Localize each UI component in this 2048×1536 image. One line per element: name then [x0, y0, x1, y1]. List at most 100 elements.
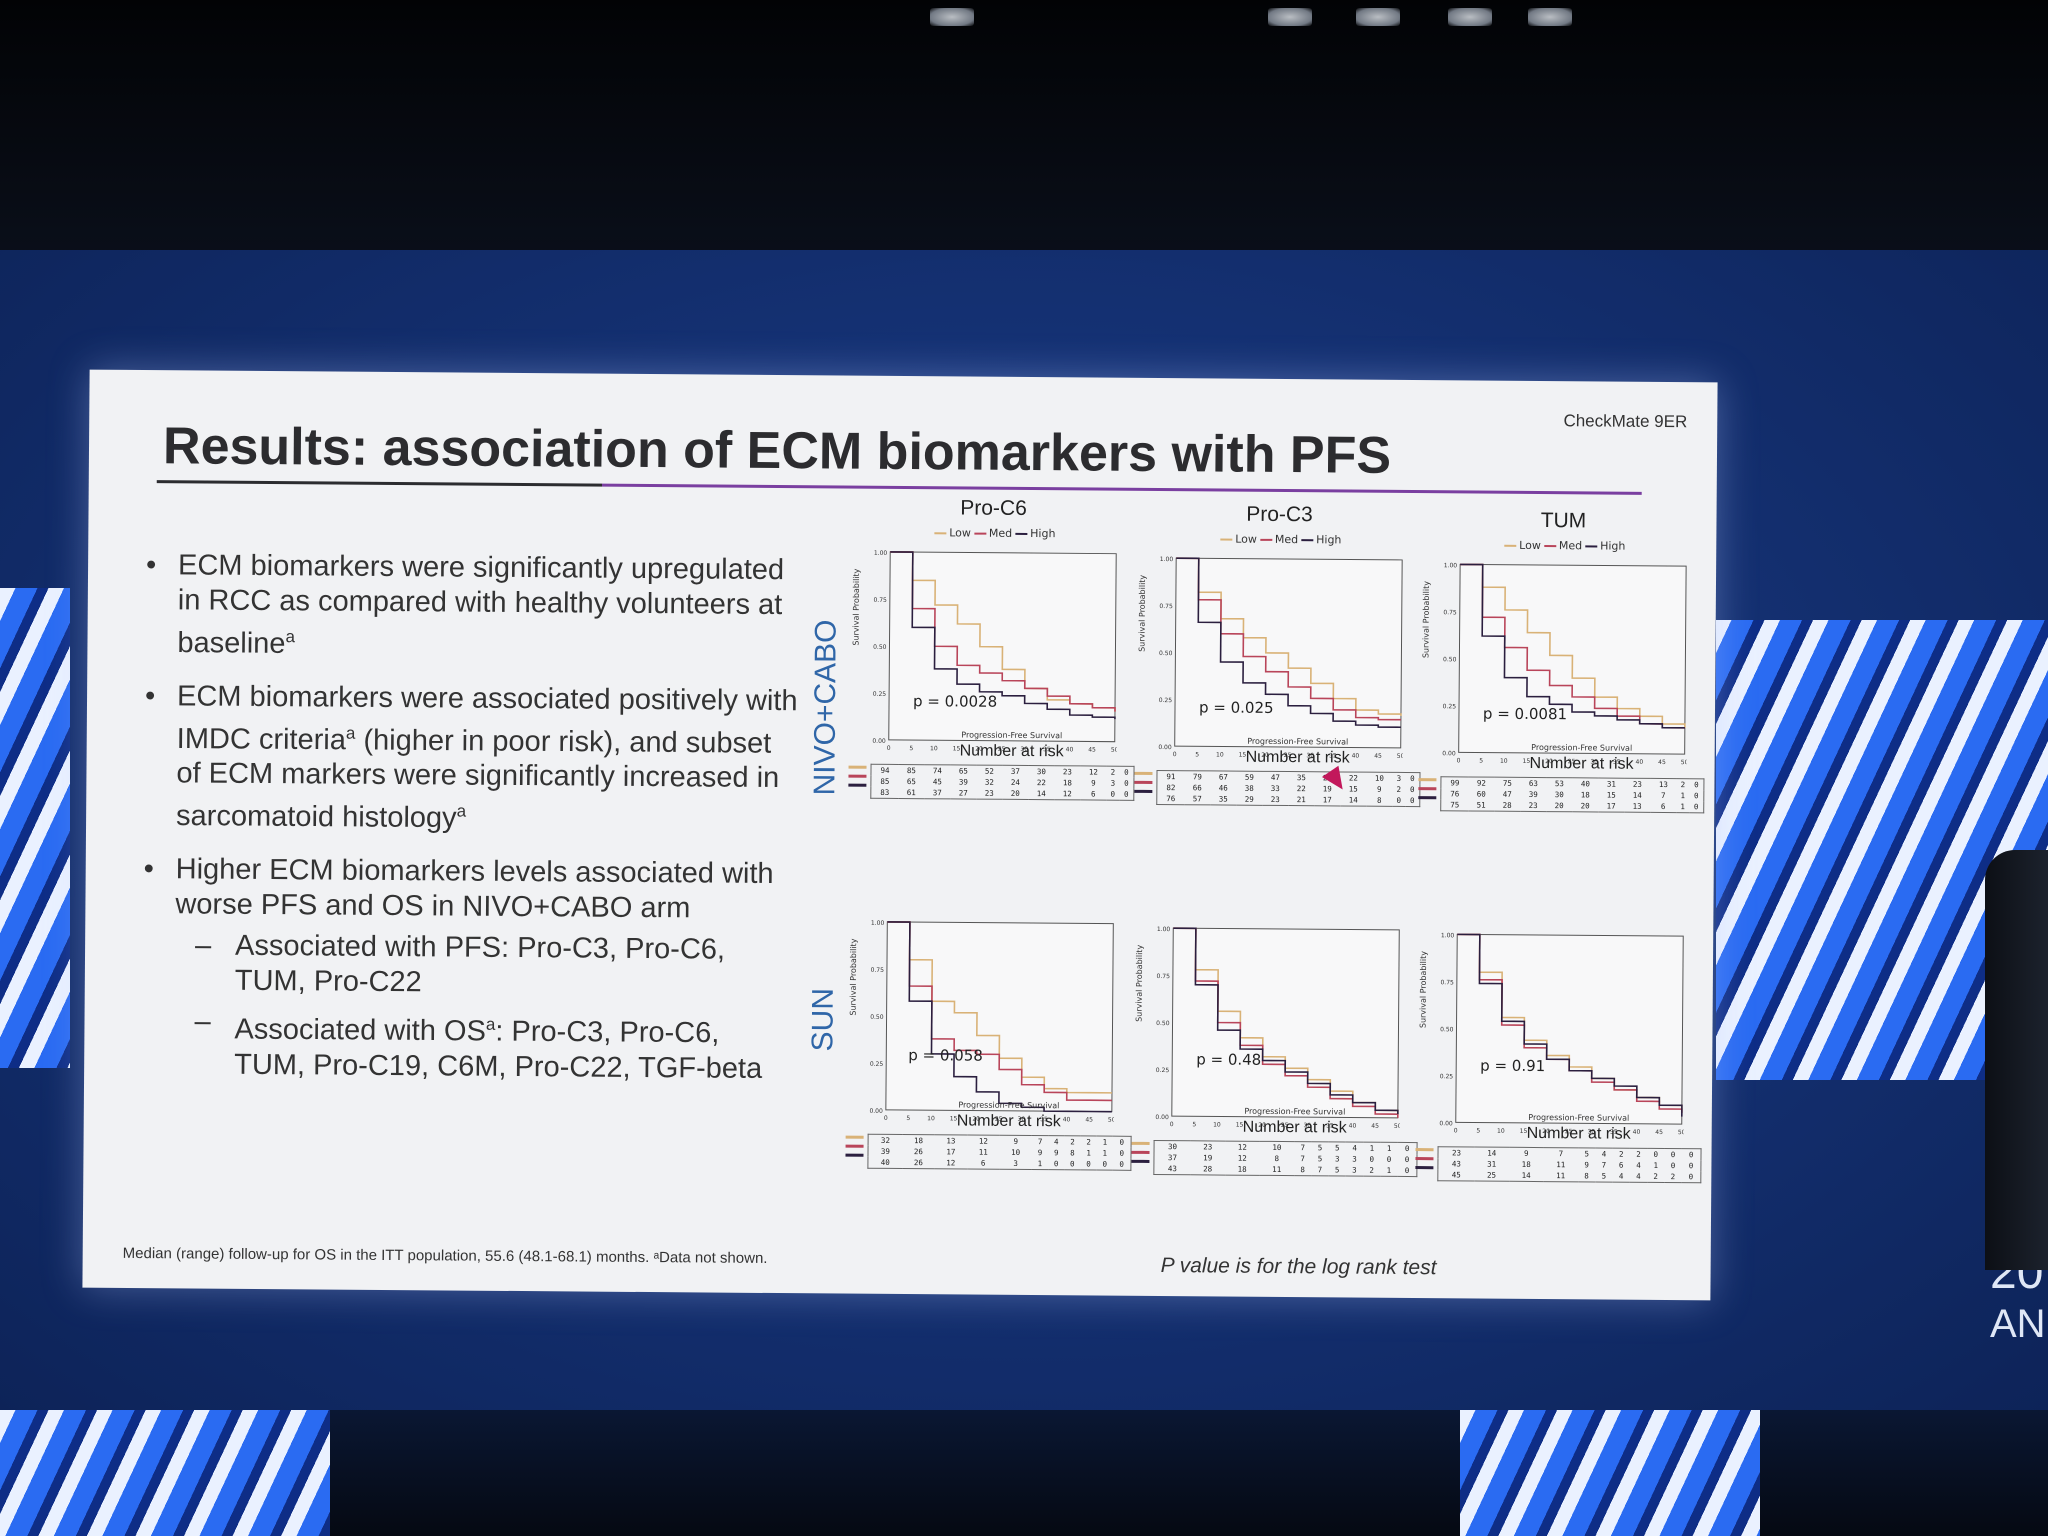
risk-table-cell: 8 — [1070, 1148, 1075, 1158]
pvalue-note: P value is for the log rank test — [1160, 1254, 1437, 1280]
risk-table-cell: 2 — [1636, 1149, 1641, 1159]
risk-table-cell: 12 — [1088, 767, 1098, 777]
km-plot: 0.00 0.25 0.50 0.75 1.00 0 5 10 15 20 25 30 35 40 45 50 — [872, 550, 1118, 754]
panel-title: Pro-C6 — [960, 496, 1027, 520]
x-tick-label: 20 — [1258, 1122, 1266, 1129]
risk-table-cell: 30 — [1554, 790, 1564, 800]
risk-table-cell: 1 — [1037, 1159, 1043, 1169]
y-tick-label: 0.50 — [873, 644, 887, 651]
km-curve-high — [887, 921, 1112, 1113]
y-tick-label: 0.25 — [1440, 1073, 1454, 1080]
x-tick-label: 10 — [1497, 1128, 1505, 1135]
risk-table-row: 75 51 28 23 20 20 17 13 6 1 0 — [1441, 799, 1704, 813]
legend-label: Med — [988, 526, 1013, 540]
risk-table-cell: 5 — [1317, 1143, 1323, 1153]
x-tick-label: 40 — [1352, 753, 1360, 760]
y-tick-label: 0.25 — [873, 691, 887, 698]
risk-table-cell: 2 — [1396, 784, 1402, 794]
risk-table-cell: 38 — [1244, 783, 1254, 793]
risk-table-cell: 23 — [1062, 767, 1072, 777]
x-tick-label: 15 — [1520, 1128, 1528, 1135]
risk-row-swatch — [848, 783, 867, 787]
km-curve-med — [890, 551, 1116, 712]
risk-table-cell: 3 — [1334, 1154, 1340, 1164]
km-panel: Pro-C60.000.250.500.751.0005101520253035… — [843, 866, 1136, 1198]
risk-table-cell: 12 — [1237, 1142, 1247, 1152]
risk-table-cell: 23 — [1270, 794, 1280, 804]
risk-table-cell: 47 — [1502, 789, 1512, 799]
risk-table-cell: 17 — [946, 1147, 956, 1157]
x-tick-label: 15 — [950, 1115, 958, 1122]
risk-table-cell: 20 — [1580, 801, 1590, 811]
x-tick-label: 35 — [1329, 752, 1337, 759]
risk-row-swatch — [845, 1144, 864, 1148]
y-tick-label: 1.00 — [1441, 932, 1455, 939]
x-tick-label: 10 — [1500, 758, 1508, 765]
p-value-label: p = 0.91 — [1480, 1056, 1546, 1076]
risk-table-cell: 4 — [1636, 1171, 1641, 1181]
x-tick-label: 40 — [1636, 759, 1644, 766]
risk-table-cell: 1 — [1369, 1143, 1375, 1153]
risk-table-cell: 51 — [1476, 800, 1486, 810]
risk-table-cell: 7 — [1300, 1143, 1306, 1153]
km-plot: 0.00 0.25 0.50 0.75 1.00 0 5 10 15 20 25 30 35 40 45 50 — [869, 920, 1115, 1124]
risk-table-cell: 30 — [1036, 767, 1046, 777]
legend-swatch — [1015, 532, 1028, 535]
number-at-risk-title: Number at risk — [1242, 1118, 1347, 1137]
legend-swatch — [973, 532, 986, 535]
risk-table-cell: 2 — [1070, 1137, 1075, 1147]
speaker-silhouette — [1985, 850, 2048, 1270]
stripe-graphic-bottom-right — [1460, 1410, 1760, 1536]
ceiling-light — [1356, 8, 1400, 26]
km-panel: TUM0.000.250.500.751.0005101520253035404… — [1413, 878, 1706, 1210]
risk-table-cell: 20 — [1554, 801, 1564, 811]
legend-swatch — [1543, 545, 1556, 548]
risk-table-cell: 12 — [1237, 1153, 1247, 1163]
y-tick-label: 0.50 — [1159, 650, 1173, 657]
y-tick-label: 0.00 — [1439, 1120, 1453, 1127]
x-tick-label: 45 — [1658, 759, 1666, 766]
risk-table-cell: 10 — [1011, 1147, 1021, 1157]
risk-table-cell: 9 — [1037, 1148, 1043, 1158]
km-panel: Pro-C3 Low Med High 0.00 0.25 0.50 0.75 1.00 0 5 10… — [1132, 502, 1425, 834]
risk-table-cell: 0 — [1688, 1161, 1694, 1171]
km-panel: Pro-C30.000.250.500.751.0005101520253035… — [1129, 872, 1422, 1204]
y-axis-label: Survival Probability — [1134, 944, 1145, 1022]
risk-table-cell: 43 — [1451, 1159, 1461, 1169]
x-tick-label: 35 — [1040, 1116, 1048, 1123]
km-panel: TUM Low Med High 0.00 0.25 0.50 0.75 1.00 0 5 10 15 2… — [1416, 508, 1709, 840]
risk-table-cell: 12 — [1062, 789, 1072, 799]
risk-row-swatch — [848, 774, 867, 778]
risk-table-cell: 79 — [1192, 772, 1202, 782]
risk-table-cell: 12 — [946, 1158, 956, 1168]
ceiling-light — [930, 8, 974, 26]
risk-table-cell: 17 — [1606, 801, 1616, 811]
x-tick-label: 10 — [930, 745, 938, 752]
risk-table-cell: 43 — [1167, 1164, 1177, 1174]
risk-table-cell: 23 — [1451, 1148, 1462, 1158]
y-tick-label: 0.75 — [1157, 973, 1171, 980]
risk-table-cell: 6 — [1618, 1160, 1624, 1170]
plot-frame — [1455, 933, 1684, 1125]
x-tick-label: 35 — [1613, 759, 1621, 766]
risk-table-cell: 3 — [1396, 773, 1402, 783]
risk-table-cell: 7 — [1317, 1165, 1323, 1175]
x-tick-label: 0 — [1170, 1121, 1174, 1128]
x-tick-label: 45 — [1085, 1116, 1093, 1123]
risk-table-cell: 0 — [1693, 802, 1699, 812]
y-tick-label: 0.25 — [1159, 697, 1173, 704]
y-tick-label: 0.25 — [1443, 703, 1457, 710]
risk-table-cell: 31 — [1606, 779, 1616, 789]
risk-table-cell: 19 — [1203, 1153, 1213, 1163]
km-curve-high — [1176, 557, 1401, 729]
risk-table-cell: 23 — [984, 788, 994, 798]
y-tick-label: 0.75 — [1159, 603, 1173, 610]
risk-table-cell: 57 — [1192, 794, 1202, 804]
km-panel: Pro-C6 Low Med High 0.00 0.25 0.50 0.75 1.00 0 5 10… — [846, 496, 1139, 828]
number-at-risk-title: Number at risk — [956, 1112, 1061, 1131]
risk-table-cell: 6 — [1660, 801, 1666, 812]
risk-table-cell: 31 — [1487, 1159, 1497, 1169]
bullet-list: • ECM biomarkers were significantly upre… — [136, 548, 800, 1105]
risk-table-cell: 26 — [913, 1147, 923, 1157]
risk-table-cell: 0 — [1653, 1149, 1659, 1159]
